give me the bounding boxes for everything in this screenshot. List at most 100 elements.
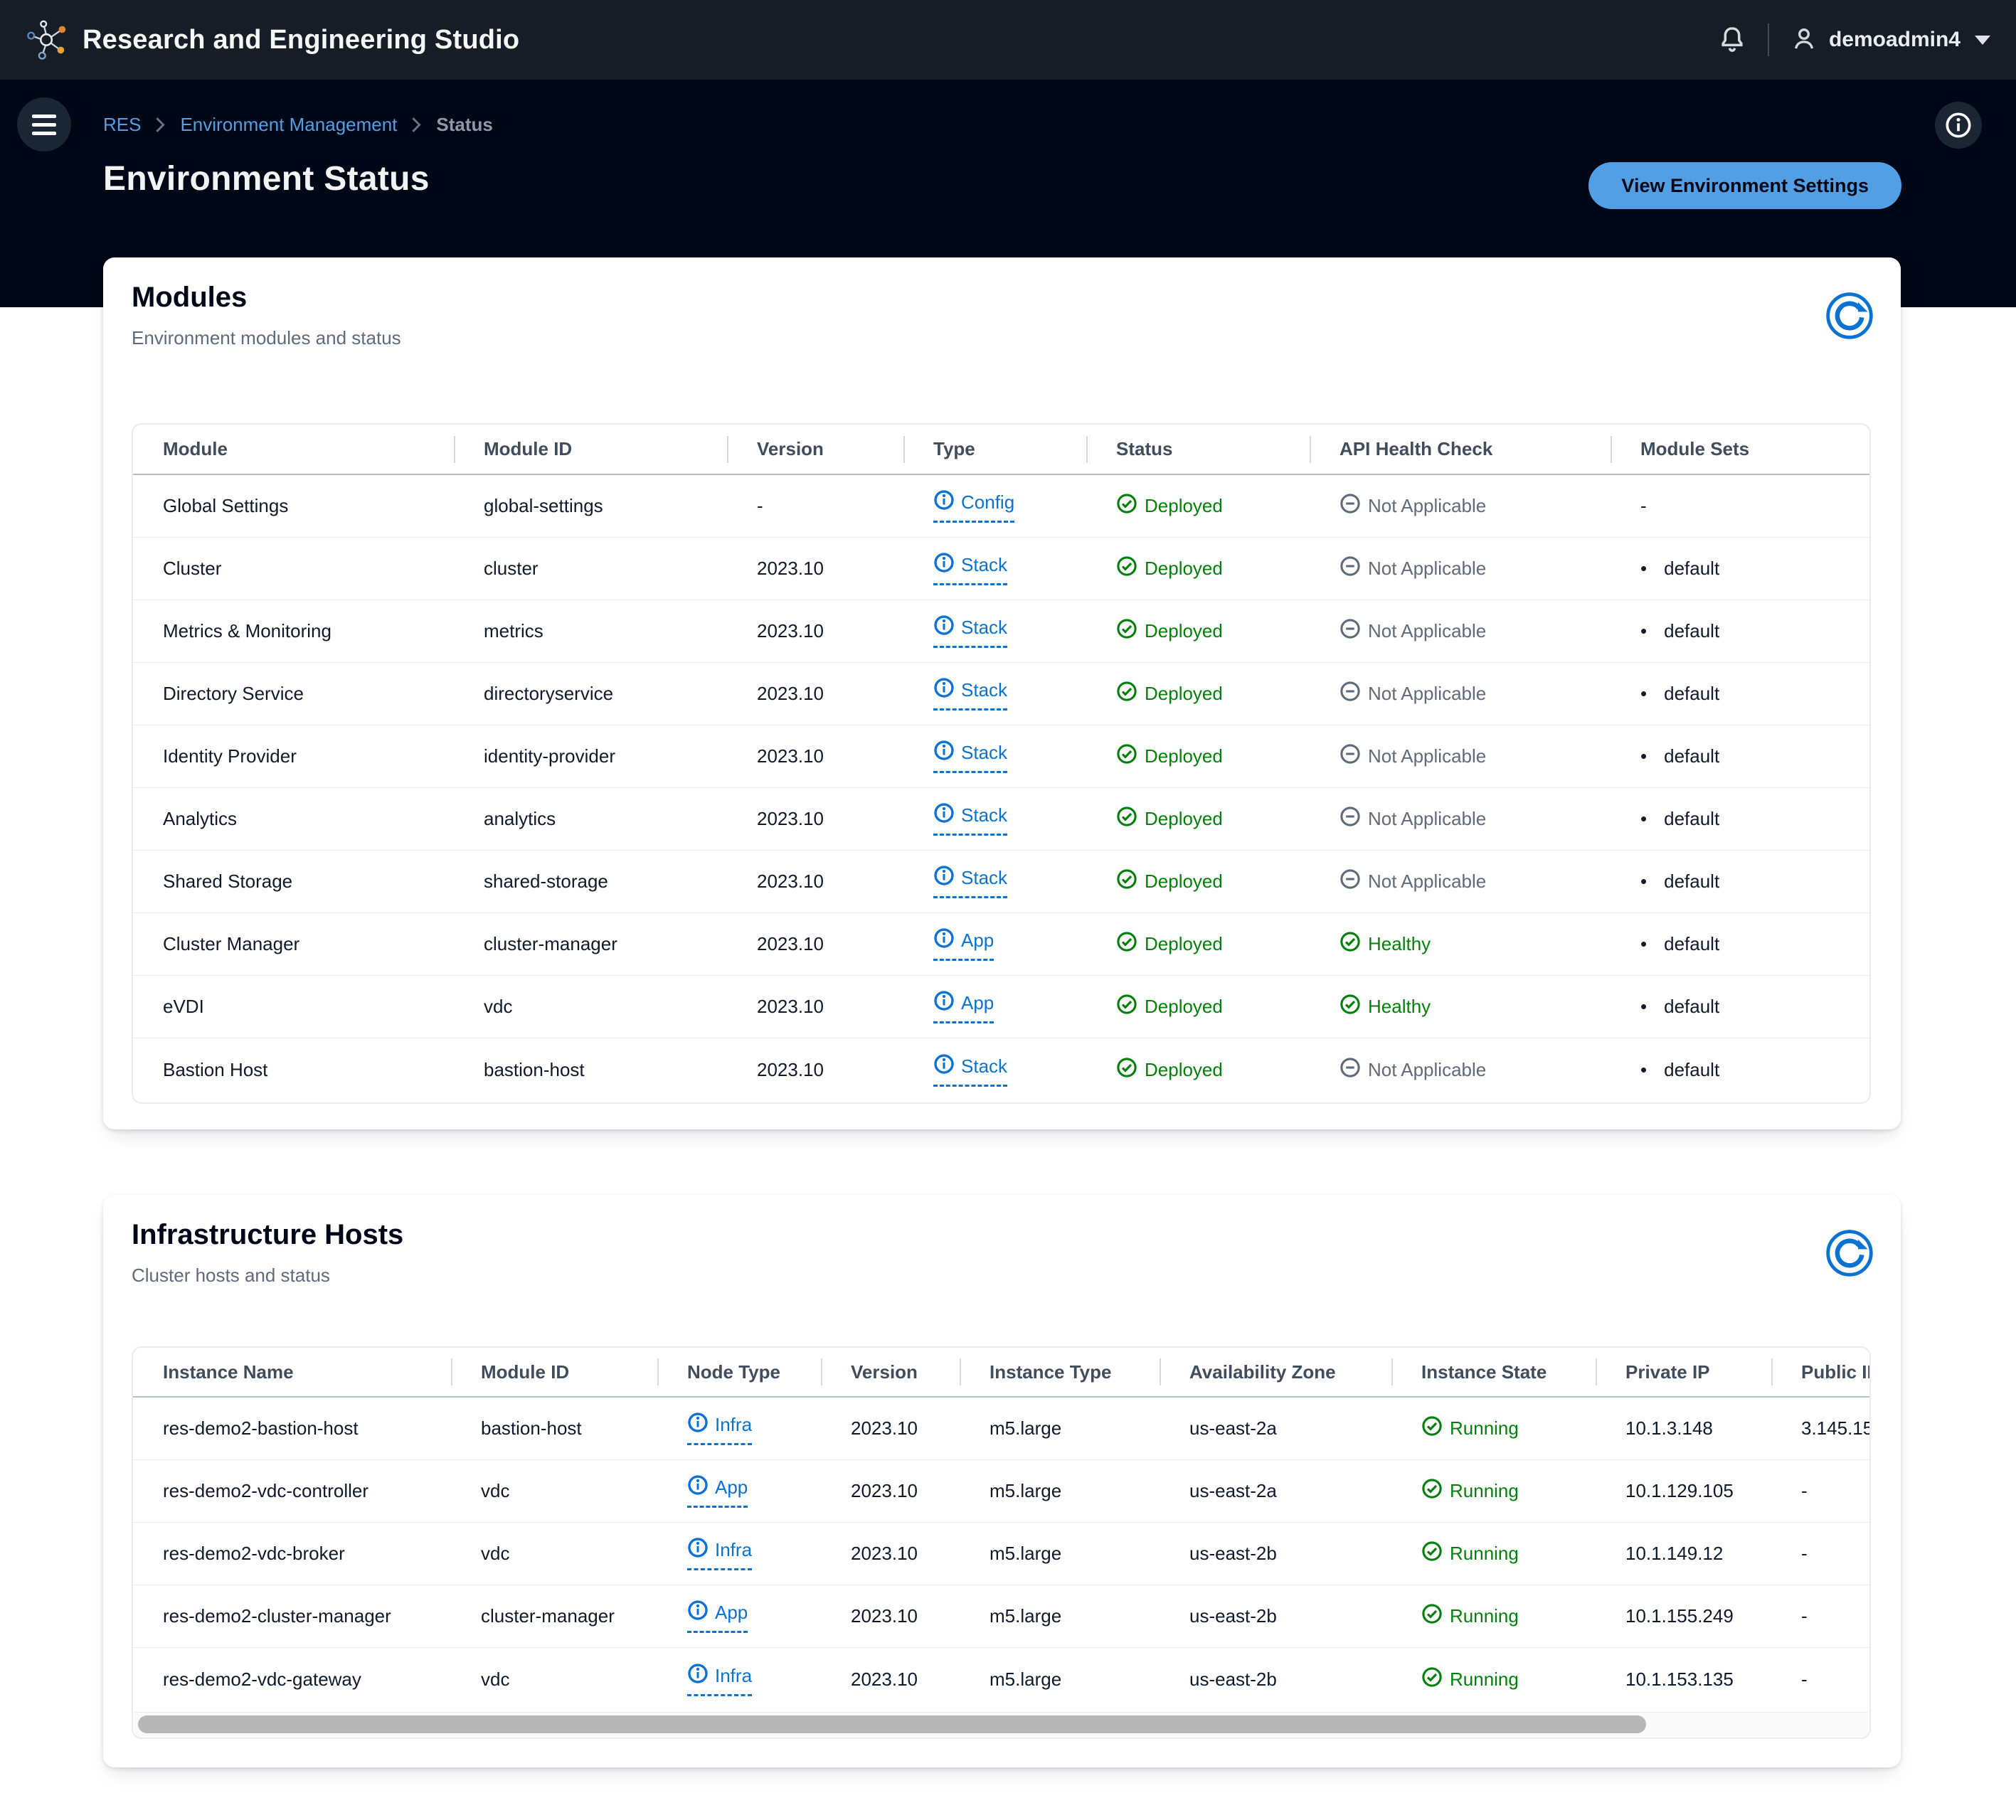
version-cell: 2023.10 [757, 683, 824, 704]
modules-table-header: Module Module ID Version Type Status API… [133, 425, 1869, 475]
check-circle-icon [1339, 931, 1361, 957]
module-name-cell: Global Settings [163, 495, 289, 516]
breadcrumb-link-environment-management[interactable]: Environment Management [180, 114, 398, 135]
app-title: Research and Engineering Studio [83, 24, 520, 55]
modules-card: Modules Environment modules and status M… [103, 257, 1901, 1129]
type-info-link[interactable]: Stack [933, 865, 1008, 898]
version-cell: 2023.10 [757, 620, 824, 642]
check-circle-icon [1116, 994, 1137, 1020]
instance-type-cell: m5.large [990, 1417, 1062, 1439]
type-info-link[interactable]: Stack [933, 677, 1008, 711]
column-header-instance-name: Instance Name [163, 1361, 294, 1383]
minus-circle-icon [1339, 555, 1361, 582]
version-cell: 2023.10 [757, 933, 824, 954]
status-badge: Deployed [1086, 663, 1310, 725]
type-cell: App [903, 976, 1086, 1038]
module-name-cell: Cluster Manager [163, 933, 300, 954]
info-icon [933, 802, 955, 829]
column-header-module-id: Module ID [454, 425, 727, 474]
minus-circle-icon [1339, 1057, 1361, 1083]
bullet-icon: • [1640, 996, 1648, 1017]
type-cell: Stack [903, 538, 1086, 600]
minus-circle-icon [1339, 618, 1361, 644]
node-type-cell: Infra [657, 1398, 821, 1459]
private-ip-cell: 10.1.155.249 [1625, 1605, 1734, 1627]
module-sets-cell: • default [1640, 683, 1720, 704]
table-row: Shared Storage shared-storage 2023.10 [133, 851, 1869, 913]
api-health-badge: Not Applicable [1310, 851, 1611, 912]
module-id-cell: cluster [484, 558, 539, 579]
info-icon [933, 990, 955, 1016]
info-button[interactable] [1935, 102, 1982, 149]
breadcrumb-link-res[interactable]: RES [103, 114, 142, 135]
node-type-info-link[interactable]: Infra [687, 1663, 753, 1696]
type-cell: Stack [903, 851, 1086, 912]
hosts-table-header: Instance Name Module ID Node Type Versio… [133, 1348, 1869, 1398]
public-ip-cell: 3.145.15 [1801, 1417, 1871, 1439]
instance-type-cell: m5.large [990, 1605, 1062, 1627]
scrollbar-thumb[interactable] [138, 1715, 1646, 1733]
bullet-icon: • [1640, 871, 1648, 892]
check-circle-icon [1116, 806, 1137, 832]
info-icon [933, 614, 955, 641]
api-health-badge: Healthy [1310, 976, 1611, 1038]
top-navigation-left: Research and Engineering Studio [26, 16, 519, 64]
view-environment-settings-button[interactable]: View Environment Settings [1588, 162, 1901, 209]
type-info-link[interactable]: Config [933, 489, 1015, 523]
availability-zone-cell: us-east-2a [1189, 1417, 1277, 1439]
type-info-link[interactable]: App [933, 990, 994, 1023]
node-type-info-link[interactable]: App [687, 1474, 748, 1508]
type-info-link[interactable]: App [933, 927, 994, 961]
table-row: Global Settings global-settings - [133, 475, 1869, 538]
table-row: Cluster cluster 2023.10 [133, 538, 1869, 600]
user-menu-button[interactable]: demoadmin4 [1789, 24, 1990, 56]
node-type-info-link[interactable]: Infra [687, 1412, 753, 1445]
check-circle-icon [1421, 1478, 1443, 1504]
status-badge: Deployed [1086, 725, 1310, 787]
status-badge: Deployed [1086, 913, 1310, 975]
refresh-icon[interactable] [1825, 292, 1874, 340]
type-info-link[interactable]: Stack [933, 1053, 1008, 1087]
check-circle-icon [1116, 618, 1137, 644]
type-info-link[interactable]: Stack [933, 740, 1008, 773]
bullet-icon: • [1640, 683, 1648, 704]
module-id-cell: vdc [481, 1480, 510, 1501]
column-header-module-sets: Module Sets [1611, 425, 1869, 474]
node-type-info-link[interactable]: Infra [687, 1537, 753, 1570]
minus-circle-icon [1339, 493, 1361, 519]
version-cell: 2023.10 [851, 1417, 918, 1439]
check-circle-icon [1421, 1603, 1443, 1629]
info-icon [687, 1600, 709, 1626]
node-type-info-link[interactable]: App [687, 1600, 748, 1633]
column-header-status: Status [1086, 425, 1310, 474]
instance-state-badge: Running [1391, 1523, 1596, 1585]
notifications-bell-icon[interactable] [1717, 24, 1748, 55]
instance-type-cell: m5.large [990, 1480, 1062, 1501]
table-row: res-demo2-vdc-broker vdc [133, 1523, 1869, 1585]
module-name-cell: Bastion Host [163, 1058, 268, 1080]
info-icon [687, 1474, 709, 1501]
private-ip-cell: 10.1.3.148 [1625, 1417, 1713, 1439]
availability-zone-cell: us-east-2a [1189, 1480, 1277, 1501]
module-sets-cell: • default [1640, 620, 1720, 642]
type-info-link[interactable]: Stack [933, 802, 1008, 836]
module-id-cell: vdc [484, 996, 513, 1017]
column-header-instance-state: Instance State [1391, 1348, 1596, 1396]
module-sets-cell: • default [1640, 996, 1720, 1017]
check-circle-icon [1116, 743, 1137, 770]
hosts-table: Instance Name Module ID Node Type Versio… [132, 1346, 1871, 1739]
type-info-link[interactable]: Stack [933, 552, 1008, 585]
module-id-cell: vdc [481, 1668, 510, 1690]
column-header-module-id: Module ID [451, 1348, 657, 1396]
api-health-badge: Not Applicable [1310, 663, 1611, 725]
module-id-cell: bastion-host [484, 1058, 585, 1080]
column-header-type: Type [903, 425, 1086, 474]
info-icon [687, 1412, 709, 1438]
version-cell: 2023.10 [757, 745, 824, 767]
refresh-icon[interactable] [1825, 1229, 1874, 1277]
module-name-cell: Analytics [163, 808, 238, 829]
type-cell: Stack [903, 663, 1086, 725]
sidebar-toggle-button[interactable] [17, 97, 71, 151]
page-title: Environment Status [103, 160, 430, 198]
type-info-link[interactable]: Stack [933, 614, 1008, 648]
